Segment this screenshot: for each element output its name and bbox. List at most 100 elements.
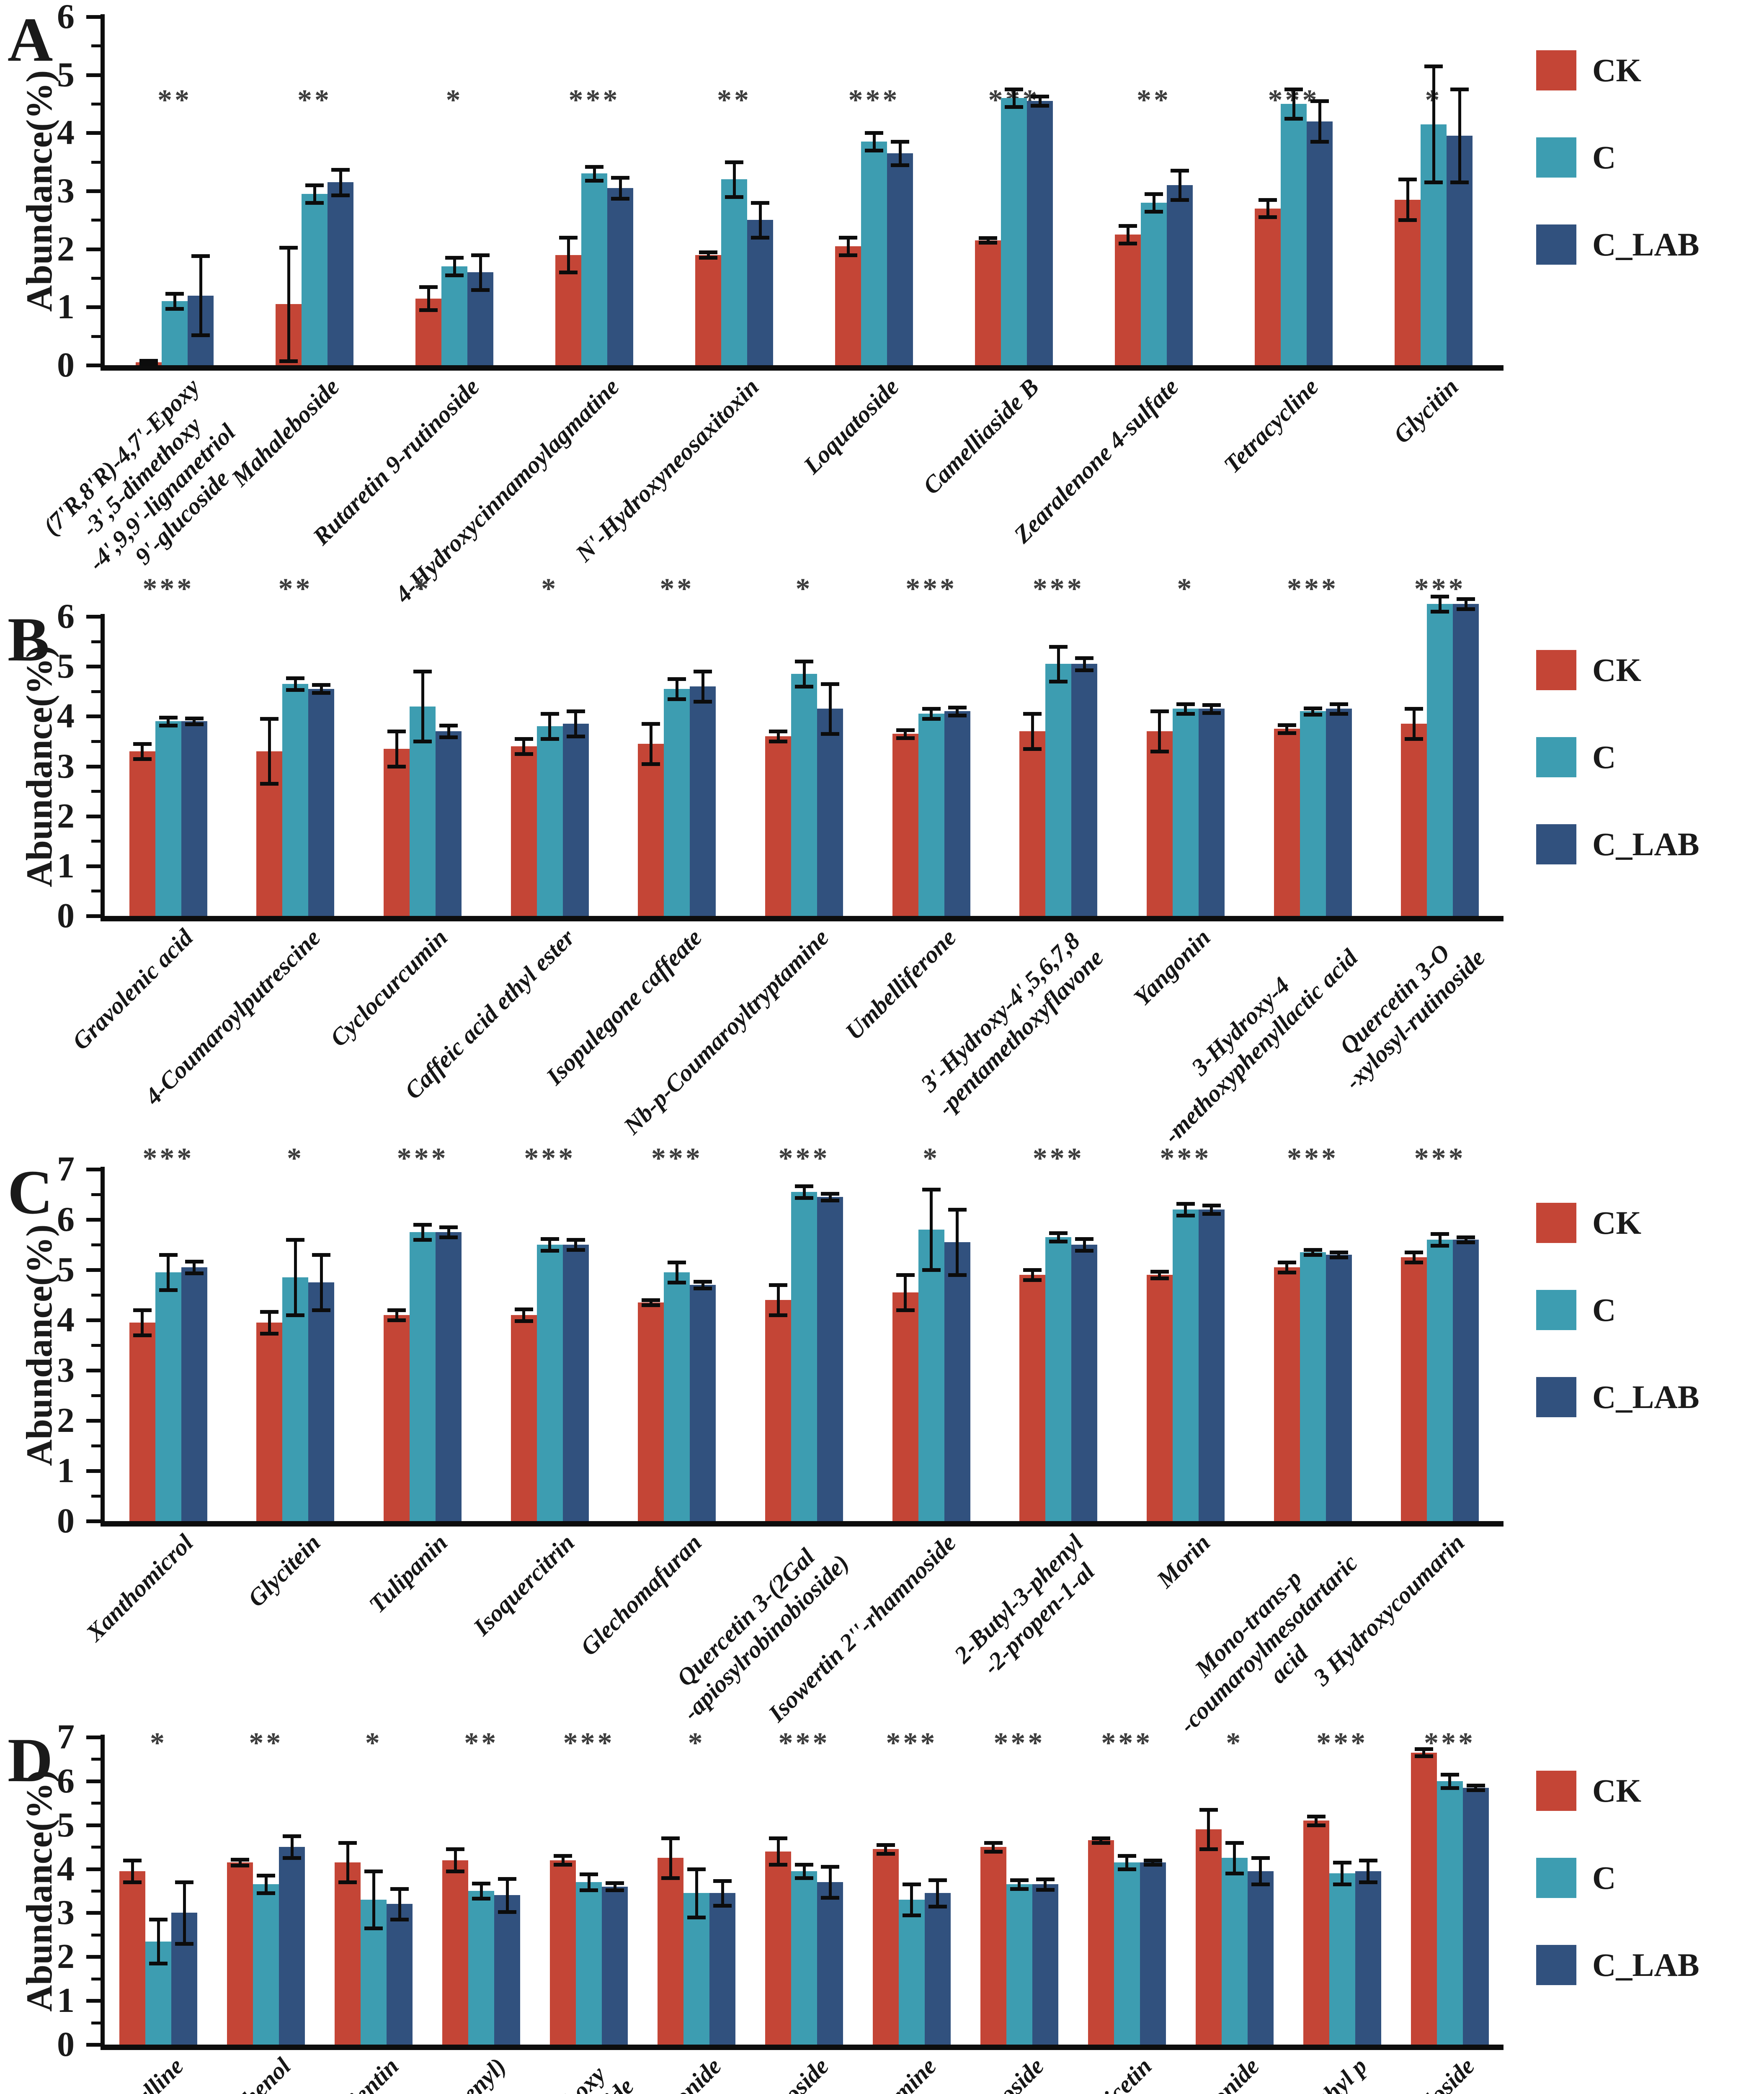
bar-C — [536, 1245, 563, 1521]
error-bar-cap-top — [283, 1834, 302, 1838]
significance-marker: ** — [660, 573, 694, 605]
y-major-tick — [86, 1999, 101, 2003]
bar-CK — [638, 743, 664, 916]
error-bar-cap-top — [387, 730, 406, 734]
legend-item-C_LAB: C_LAB — [1536, 224, 1700, 265]
error-bar-cap-top — [580, 1872, 598, 1877]
bar-C_LAB — [817, 1197, 843, 1521]
error-bar-cap-top — [1414, 1747, 1433, 1751]
error-bar-line — [320, 685, 323, 693]
error-bar-cap-top — [668, 1261, 686, 1264]
error-bar-line — [398, 1888, 401, 1920]
bar-C — [1006, 1884, 1032, 2045]
error-bar-cap-bottom — [312, 1308, 331, 1312]
error-bar-cap-top — [331, 168, 350, 172]
error-bar-cap-top — [338, 1841, 357, 1845]
bar-C — [1300, 1252, 1326, 1521]
y-axis-title: Abundance(%) — [19, 1224, 60, 1466]
error-bar-cap-top — [984, 1841, 1003, 1845]
error-bar-line — [320, 1255, 323, 1310]
legend-label-CK: CK — [1592, 52, 1641, 88]
error-bar-line — [1464, 599, 1467, 609]
bar-C — [791, 1871, 817, 2045]
error-bar-line — [758, 202, 762, 237]
error-bar-cap-top — [1150, 1269, 1169, 1274]
significance-marker: *** — [1424, 1727, 1476, 1759]
error-bar-cap-top — [1457, 597, 1475, 601]
error-bar-cap-bottom — [1036, 1888, 1055, 1892]
error-bar-cap-bottom — [1091, 1841, 1110, 1845]
error-bar-cap-top — [922, 707, 941, 711]
error-bar-cap-top — [1225, 1841, 1244, 1845]
x-category-label: Yangonin — [1128, 923, 1216, 1011]
error-bar-cap-bottom — [694, 1287, 712, 1291]
legend: CK C C_LAB — [1536, 50, 1700, 312]
error-bar-line — [675, 678, 678, 699]
error-bar-cap-bottom — [260, 1332, 279, 1336]
y-major-tick — [86, 1419, 101, 1423]
error-bar-line — [313, 185, 316, 203]
error-bar-cap-bottom — [498, 1910, 517, 1914]
error-bar-cap-top — [795, 1863, 813, 1867]
error-bar-cap-bottom — [413, 1238, 432, 1242]
x-category-label: Subaphylline — [75, 2052, 189, 2094]
panel-label-B: B — [8, 605, 50, 674]
error-bar-cap-bottom — [1405, 737, 1424, 741]
y-minor-tick — [91, 335, 101, 338]
error-bar-line — [1412, 1252, 1416, 1262]
legend-item-C_LAB: C_LAB — [1536, 824, 1700, 864]
error-bar-line — [548, 1238, 552, 1251]
error-bar-line — [167, 717, 170, 725]
error-bar-line — [1438, 596, 1442, 612]
error-bar-cap-top — [694, 670, 712, 674]
y-major-tick — [86, 1911, 101, 1915]
bar-C — [664, 689, 690, 916]
bar-CK — [1401, 1257, 1427, 1521]
legend-label-C: C — [1592, 1292, 1616, 1328]
x-category-label: Camelliaside B — [917, 373, 1044, 500]
error-bar-cap-bottom — [1150, 1277, 1169, 1281]
y-minor-tick — [91, 790, 101, 793]
legend-swatch-C_LAB — [1536, 824, 1576, 864]
error-bar-line — [1031, 1270, 1034, 1280]
error-bar-cap-bottom — [231, 1864, 250, 1868]
error-bar-line — [167, 1255, 170, 1290]
y-minor-tick — [91, 640, 101, 643]
legend-swatch-C — [1536, 1858, 1576, 1898]
error-bar-line — [1341, 1862, 1344, 1885]
error-bar-cap-bottom — [139, 362, 158, 366]
legend-label-C_LAB: C_LAB — [1592, 826, 1700, 862]
error-bar-cap-bottom — [902, 1913, 921, 1917]
error-bar-cap-bottom — [260, 782, 279, 786]
bar-C_LAB — [436, 731, 462, 916]
error-bar-cap-bottom — [1398, 218, 1417, 222]
x-axis-line — [101, 916, 1504, 921]
error-bar-cap-top — [694, 1279, 712, 1284]
error-bar-cap-top — [149, 1918, 168, 1922]
y-axis-line — [101, 1167, 105, 1524]
error-bar-cap-top — [865, 131, 883, 135]
error-bar-line — [1083, 1238, 1086, 1251]
significance-marker: *** — [568, 84, 620, 116]
bar-CK — [1411, 1752, 1437, 2045]
error-bar-line — [1474, 1785, 1478, 1790]
significance-marker: *** — [1316, 1727, 1368, 1759]
error-bar-cap-bottom — [1031, 104, 1049, 108]
error-bar-cap-top — [687, 1867, 706, 1871]
y-major-tick — [86, 73, 101, 77]
x-category-label: N-(p-Hydroxyphenyl)ethyl p -hydroxycinna… — [1153, 2052, 1372, 2094]
y-minor-tick — [91, 219, 101, 222]
legend-item-C_LAB: C_LAB — [1536, 1945, 1700, 1985]
error-bar-cap-top — [305, 183, 324, 188]
bar-CK — [638, 1302, 664, 1521]
error-bar-cap-bottom — [1440, 1786, 1459, 1790]
error-bar-cap-bottom — [312, 691, 331, 695]
error-bar-line — [1126, 226, 1130, 243]
error-bar-cap-top — [165, 292, 184, 296]
error-bar-cap-bottom — [928, 1904, 947, 1908]
legend-label-C: C — [1592, 1859, 1616, 1896]
error-bar-line — [561, 1856, 565, 1865]
error-bar-cap-bottom — [642, 1303, 660, 1307]
error-bar-line — [183, 1882, 186, 1944]
error-bar-line — [1210, 1205, 1213, 1214]
